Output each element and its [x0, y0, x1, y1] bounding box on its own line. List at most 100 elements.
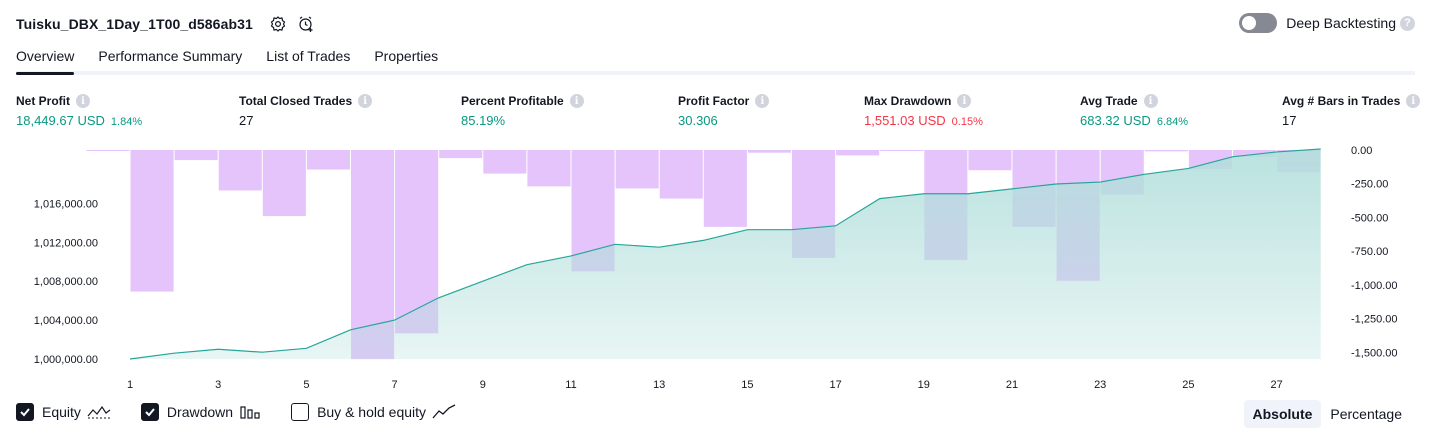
- equity-drawdown-chart: 1,000,000.00 1,004,000.00 1,008,000.00 1,01…: [34, 145, 1398, 391]
- drawdown-bar: [174, 150, 218, 161]
- x-tick-label: 5: [303, 379, 309, 391]
- strategy-name: Tuisku_DBX_1Day_1T00_d586ab31: [16, 16, 253, 32]
- y-tick-label-right: -500.00: [1351, 212, 1388, 224]
- add-alert-icon[interactable]: [295, 13, 317, 35]
- equity-checkbox[interactable]: [16, 403, 34, 421]
- metric-profit-factor: Profit Factor i 30.306: [678, 93, 770, 128]
- buy-hold-checkbox[interactable]: [291, 403, 310, 421]
- metric-percent: 1.84%: [110, 116, 143, 128]
- metric-value: 17: [1282, 113, 1297, 128]
- drawdown-bar: [1144, 150, 1188, 152]
- x-tick-label: 7: [392, 379, 398, 391]
- metric-title: Avg Trade: [1080, 94, 1138, 108]
- equity-icon: [87, 404, 111, 420]
- info-icon[interactable]: i: [1406, 94, 1421, 108]
- y-tick-label-left: 1,012,000.00: [34, 237, 98, 249]
- y-tick-label-right: -1,250.00: [1351, 314, 1397, 326]
- tab-overview[interactable]: Overview: [16, 44, 75, 75]
- metric-title: Percent Profitable: [461, 94, 564, 108]
- metric-title: Max Drawdown: [864, 94, 952, 108]
- absolute-button[interactable]: Absolute: [1243, 400, 1322, 428]
- metric-avg-bars-in-trades: Avg # Bars in Trades i 17: [1282, 93, 1421, 128]
- drawdown-bar: [439, 150, 483, 159]
- buy-hold-icon: [432, 404, 456, 420]
- drawdown-bar: [306, 150, 350, 170]
- drawdown-bar: [1233, 150, 1277, 157]
- metric-title: Total Closed Trades: [239, 94, 353, 108]
- y-tick-label-left: 1,000,000.00: [34, 354, 98, 366]
- legend-equity[interactable]: Equity: [16, 403, 111, 421]
- y-tick-label-right: -250.00: [1351, 179, 1388, 191]
- metric-title: Avg # Bars in Trades: [1282, 94, 1401, 108]
- x-tick-label: 23: [1094, 379, 1106, 391]
- equity-line: [129, 148, 1321, 360]
- report-header: Tuisku_DBX_1Day_1T00_d586ab31 Deep Backt…: [16, 10, 1415, 38]
- x-tick-label: 21: [1006, 379, 1018, 391]
- tab-performance-summary[interactable]: Performance Summary: [98, 48, 243, 64]
- metric-value: 85.19%: [461, 113, 506, 128]
- scale-mode-switch: Absolute Percentage: [1243, 400, 1412, 428]
- info-icon[interactable]: i: [957, 94, 972, 108]
- drawdown-bar: [836, 150, 880, 156]
- metric-net-profit: Net Profit i 18,449.67 USD 1.84%: [16, 93, 142, 128]
- metric-value: 27: [239, 113, 254, 128]
- x-tick-label: 11: [565, 379, 576, 391]
- x-tick-label: 17: [829, 379, 841, 391]
- y-tick-label-right: -1,500.00: [1351, 347, 1397, 359]
- y-tick-label-left: 1,004,000.00: [34, 315, 98, 327]
- info-icon[interactable]: i: [1143, 94, 1158, 108]
- metric-value: 1,551.03 USD: [864, 113, 946, 128]
- y-tick-label-right: -750.00: [1351, 246, 1388, 258]
- drawdown-checkbox[interactable]: [140, 403, 159, 421]
- help-icon[interactable]: ?: [1400, 15, 1415, 31]
- y-tick-label-left: 1,016,000.00: [34, 198, 98, 210]
- settings-icon[interactable]: [267, 13, 289, 35]
- drawdown-bar: [703, 150, 747, 227]
- x-tick-label: 3: [215, 379, 221, 391]
- legend-label: Equity: [42, 404, 81, 420]
- y-tick-label-right: 0.00: [1351, 145, 1372, 157]
- x-tick-label: 13: [653, 379, 665, 391]
- drawdown-bar: [968, 150, 1012, 171]
- percentage-button[interactable]: Percentage: [1330, 406, 1402, 422]
- drawdown-bar: [615, 150, 659, 189]
- x-tick-label: 1: [127, 379, 133, 391]
- x-tick-label: 27: [1270, 379, 1282, 391]
- metric-percent: 6.84%: [1156, 116, 1189, 128]
- legend-label: Buy & hold equity: [317, 404, 427, 420]
- chart-legend: Equity Drawdown Buy & hold equity: [16, 403, 486, 421]
- drawdown-bar: [527, 150, 571, 187]
- metric-title: Profit Factor: [678, 94, 750, 108]
- metric-percent: 0.15%: [951, 116, 983, 128]
- metric-total-closed-trades: Total Closed Trades i 27: [239, 93, 373, 128]
- x-tick-label: 9: [480, 379, 486, 391]
- drawdown-bar: [483, 150, 527, 174]
- tab-properties[interactable]: Properties: [374, 48, 439, 64]
- x-tick-label: 19: [918, 379, 930, 391]
- legend-label: Drawdown: [166, 404, 234, 420]
- drawdown-bar: [130, 150, 174, 292]
- x-tick-label: 25: [1182, 379, 1194, 391]
- metric-value: 18,449.67 USD: [16, 113, 105, 128]
- drawdown-bar: [86, 150, 130, 151]
- info-icon[interactable]: i: [755, 94, 770, 108]
- metric-percent-profitable: Percent Profitable i 85.19%: [461, 93, 584, 128]
- info-icon[interactable]: i: [76, 94, 90, 108]
- info-icon[interactable]: i: [358, 94, 373, 108]
- drawdown-bar: [218, 150, 262, 191]
- info-icon[interactable]: i: [569, 94, 584, 108]
- x-tick-label: 15: [741, 379, 753, 391]
- legend-buy-hold-equity[interactable]: Buy & hold equity: [291, 403, 456, 421]
- metric-value: 30.306: [678, 113, 718, 128]
- drawdown-bar: [262, 150, 306, 217]
- drawdown-bar: [747, 150, 791, 153]
- drawdown-bar: [659, 150, 703, 199]
- legend-drawdown[interactable]: Drawdown: [140, 403, 261, 421]
- deep-backtesting-toggle[interactable]: [1239, 13, 1278, 33]
- y-tick-label-right: -1,000.00: [1351, 280, 1397, 292]
- tab-list-of-trades[interactable]: List of Trades: [266, 48, 351, 64]
- metric-value: 683.32 USD: [1080, 113, 1151, 128]
- equity-area: [130, 149, 1321, 359]
- metric-max-drawdown: Max Drawdown i 1,551.03 USD 0.15%: [864, 93, 983, 128]
- metric-avg-trade: Avg Trade i 683.32 USD 6.84%: [1080, 93, 1188, 128]
